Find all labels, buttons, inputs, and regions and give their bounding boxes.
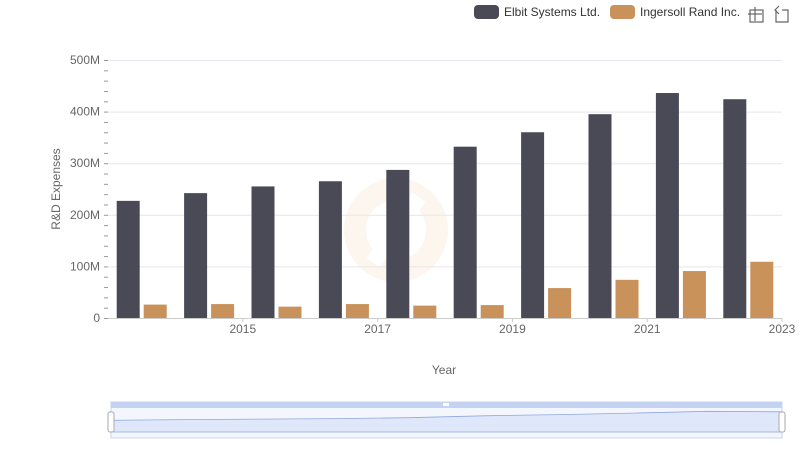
- y-tick-label: 400M: [70, 105, 100, 119]
- bar-elbit-2016[interactable]: [251, 186, 275, 318]
- bar-ingersoll-2019[interactable]: [480, 305, 504, 318]
- bar-ingersoll-2017[interactable]: [345, 304, 369, 318]
- bar-ingersoll-2020[interactable]: [548, 288, 572, 318]
- y-axis-ticks: 0 100M 200M 300M 400M 500M: [70, 53, 100, 325]
- y-tick-label: 200M: [70, 208, 100, 222]
- legend-item-elbit[interactable]: Elbit Systems Ltd.: [474, 5, 600, 19]
- data-zoom-slider[interactable]: [107, 401, 786, 439]
- bar-elbit-2020[interactable]: [521, 132, 545, 318]
- legend-swatch: [610, 5, 635, 19]
- x-tick-label: 2021: [634, 322, 661, 336]
- y-minor-ticks: [104, 60, 108, 319]
- slider-right-handle[interactable]: [778, 411, 786, 433]
- slider-center-grip[interactable]: [443, 403, 449, 406]
- x-axis-title: Year: [432, 363, 456, 377]
- bar-elbit-2023[interactable]: [723, 99, 747, 318]
- bar-elbit-2018[interactable]: [386, 169, 410, 318]
- bar-ingersoll-2022[interactable]: [682, 271, 706, 318]
- legend-item-ingersoll[interactable]: Ingersoll Rand Inc.: [610, 5, 740, 19]
- bar-ingersoll-2015[interactable]: [211, 304, 235, 318]
- x-tick-label: 2023: [769, 322, 796, 336]
- bar-ingersoll-2016[interactable]: [278, 306, 302, 318]
- bar-elbit-2017[interactable]: [318, 181, 342, 318]
- slider-left-handle[interactable]: [107, 411, 115, 433]
- zoom-icon[interactable]: [748, 7, 764, 23]
- y-tick-label: 500M: [70, 53, 100, 67]
- bar-elbit-2015[interactable]: [184, 193, 208, 318]
- x-axis-ticks: 2015 2017 2019 2021 2023: [229, 318, 796, 336]
- y-tick-label: 100M: [70, 259, 100, 273]
- legend-swatch: [474, 5, 499, 19]
- x-tick-label: 2019: [499, 322, 526, 336]
- bar-ingersoll-2021[interactable]: [615, 279, 639, 318]
- bar-elbit-2014[interactable]: [116, 200, 140, 318]
- bar-ingersoll-2014[interactable]: [143, 304, 167, 318]
- bar-elbit-2022[interactable]: [655, 93, 679, 318]
- y-tick-label: 300M: [70, 156, 100, 170]
- legend-label: Ingersoll Rand Inc.: [640, 5, 740, 19]
- legend-label: Elbit Systems Ltd.: [504, 5, 600, 19]
- bar-ingersoll-2018[interactable]: [413, 305, 437, 318]
- y-axis-title: R&D Expenses: [49, 148, 63, 229]
- bars: [116, 93, 774, 319]
- bar-elbit-2021[interactable]: [588, 114, 612, 319]
- reset-icon[interactable]: [774, 5, 789, 23]
- bar-elbit-2019[interactable]: [453, 146, 477, 318]
- legend: Elbit Systems Ltd. Ingersoll Rand Inc.: [474, 5, 740, 19]
- x-tick-label: 2017: [364, 322, 391, 336]
- bar-ingersoll-2023[interactable]: [750, 261, 774, 318]
- x-tick-label: 2015: [229, 322, 256, 336]
- y-tick-label: 0: [93, 311, 100, 325]
